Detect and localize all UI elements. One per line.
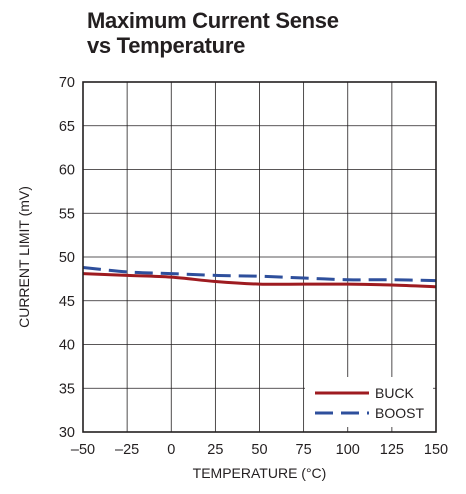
x-tick-label: 125 (380, 442, 404, 458)
x-tick-label: –25 (115, 442, 139, 458)
x-tick-label: –50 (71, 442, 95, 458)
x-tick-label: 150 (424, 442, 448, 458)
x-tick-label: 0 (167, 442, 175, 458)
y-tick-label: 40 (59, 338, 75, 354)
chart-title-line-2: vs Temperature (87, 33, 246, 58)
x-tick-label: 100 (336, 442, 360, 458)
y-axis-label: CURRENT LIMIT (mV) (16, 186, 32, 328)
x-tick-label: 50 (251, 442, 267, 458)
y-tick-label: 30 (59, 425, 75, 441)
y-tick-label: 45 (59, 294, 75, 310)
series-line-boost (82, 266, 437, 283)
legend-label-boost: BOOST (375, 405, 424, 421)
chart-title-line-1: Maximum Current Sense (87, 8, 339, 33)
y-tick-label: 35 (59, 381, 75, 397)
x-tick-labels: –50 –25 0 25 50 75 100 125 150 (71, 442, 448, 458)
x-axis-label: TEMPERATURE (°C) (193, 465, 327, 481)
legend: BUCK BOOST (305, 377, 433, 427)
plot-frame (82, 81, 437, 433)
y-tick-label: 50 (59, 250, 75, 266)
x-tick-label: 25 (207, 442, 223, 458)
y-tick-label: 55 (59, 206, 75, 222)
y-tick-label: 65 (59, 119, 75, 135)
grid (82, 81, 437, 433)
y-tick-label: 60 (59, 163, 75, 179)
legend-label-buck: BUCK (375, 385, 415, 401)
y-tick-label: 70 (59, 75, 75, 91)
y-tick-labels: 30 35 40 45 50 55 60 65 70 (59, 75, 75, 441)
x-tick-label: 75 (296, 442, 312, 458)
legend-background (305, 377, 433, 427)
chart-title: Maximum Current Sense vs Temperature (87, 8, 457, 58)
